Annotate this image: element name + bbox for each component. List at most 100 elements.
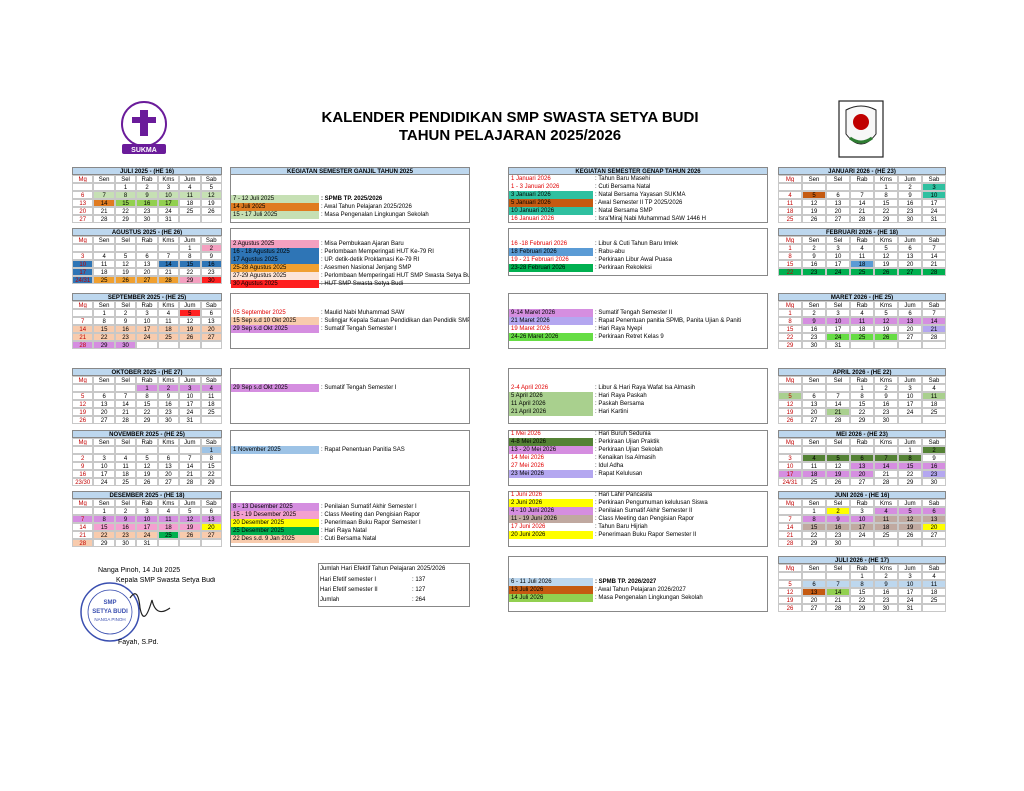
day-cell: 4 xyxy=(922,572,946,580)
weekday-label: Sab xyxy=(200,438,222,446)
empty-cell xyxy=(778,446,802,454)
weekday-label: Rab xyxy=(850,175,874,183)
day-cell: 8 xyxy=(200,454,222,462)
event-desc: : Masa Pengenalan Lingkungan Sekolah xyxy=(321,212,429,218)
weekday-label: Kms xyxy=(874,564,898,572)
event-block xyxy=(508,368,768,424)
day-cell: 30 xyxy=(802,341,826,349)
day-cell: 20 xyxy=(136,268,158,276)
event-date: 2 Juni 2026 xyxy=(509,499,593,507)
day-cell: 20 xyxy=(157,470,180,478)
weekday-label: Rab xyxy=(850,236,874,244)
empty-cell xyxy=(72,244,94,252)
event-date: 2 Agustus 2025 xyxy=(231,240,319,248)
day-cell: 3 xyxy=(136,507,158,515)
day-cell: 7 xyxy=(72,515,94,523)
weekday-label: Kms xyxy=(157,376,180,384)
day-cell: 1 xyxy=(93,309,115,317)
signature-position: Kepala SMP Swasta Setya Budi xyxy=(116,577,216,584)
day-cell: 27 xyxy=(898,333,922,341)
day-cell: 24/31 xyxy=(778,478,802,486)
day-cell: 3 xyxy=(922,183,946,191)
day-cell: 3 xyxy=(93,454,115,462)
event-desc: : Libur & Cuti Tahun Baru Imlek xyxy=(595,241,678,247)
weekday-label: Jum xyxy=(179,499,201,507)
day-cell: 23 xyxy=(136,207,158,215)
weekday-label: Sen xyxy=(802,175,826,183)
day-cell: 2 xyxy=(200,244,222,252)
empty-cell xyxy=(898,341,922,349)
day-cell: 19 xyxy=(778,408,802,416)
day-cell: 21 xyxy=(93,207,115,215)
day-cell: 26 xyxy=(72,416,94,424)
day-cell: 2 xyxy=(802,309,826,317)
day-cell: 24 xyxy=(136,333,158,341)
day-cell: 20 xyxy=(72,207,94,215)
event-date: 18 Februari 2026 xyxy=(509,248,593,256)
day-cell: 1 xyxy=(898,446,922,454)
day-cell: 18 xyxy=(179,199,201,207)
day-cell: 5 xyxy=(200,183,222,191)
weekday-label: Kms xyxy=(874,438,898,446)
event-date: 1 Januari 2026 xyxy=(511,176,551,182)
weekday-label: Jum xyxy=(179,438,201,446)
day-cell: 9 xyxy=(114,317,137,325)
weekday-label: Mg xyxy=(72,376,94,384)
day-cell: 7 xyxy=(179,454,201,462)
day-cell: 25 xyxy=(157,531,180,539)
month-title: JULI 2025 - (HE 16) xyxy=(72,167,222,175)
event-desc: : Sumatif Tengah Semester II xyxy=(595,310,673,316)
day-cell: 13 xyxy=(136,260,158,268)
day-cell: 1 xyxy=(850,384,874,392)
day-cell: 1 xyxy=(874,183,898,191)
event-desc: : Masa Pengenalan Lingkungan Sekolah xyxy=(595,595,703,601)
day-cell: 3 xyxy=(136,309,158,317)
day-cell: 9 xyxy=(898,191,922,199)
empty-cell xyxy=(93,384,115,392)
weekday-label: Sel xyxy=(826,564,850,572)
day-cell: 12 xyxy=(898,515,922,523)
day-cell: 15 xyxy=(93,325,115,333)
day-cell: 9 xyxy=(136,191,158,199)
event-date: 27-29 Agustus 2025 xyxy=(231,272,319,280)
day-cell: 28 xyxy=(874,478,898,486)
event-desc: : Paskah Bersama xyxy=(595,401,645,407)
day-cell: 31 xyxy=(898,604,922,612)
day-cell: 17 xyxy=(826,325,850,333)
weekday-label: Jum xyxy=(898,301,922,309)
day-cell: 23 xyxy=(802,333,826,341)
empty-cell xyxy=(200,539,222,547)
event-date: 10 Januari 2026 xyxy=(509,207,593,215)
weekday-label: Rab xyxy=(850,376,874,384)
day-cell: 2 xyxy=(114,309,137,317)
empty-cell xyxy=(72,309,94,317)
day-cell: 10 xyxy=(850,515,874,523)
weekday-label: Sel xyxy=(114,499,137,507)
weekday-label: Sen xyxy=(93,438,115,446)
day-cell: 9 xyxy=(114,515,137,523)
logo-right xyxy=(838,100,884,158)
weekday-label: Jum xyxy=(898,499,922,507)
event-desc: : Perkiraan Ujian Sekolah xyxy=(595,447,663,453)
day-cell: 27 xyxy=(826,215,850,223)
event-date: 20 Juni 2026 xyxy=(509,531,593,539)
day-cell: 17 xyxy=(898,400,922,408)
day-cell: 13 xyxy=(802,588,826,596)
event-date: 15 - 17 Juli 2025 xyxy=(231,211,319,219)
day-cell: 4 xyxy=(157,309,180,317)
weekday-label: Sab xyxy=(922,438,946,446)
day-cell: 19 xyxy=(826,470,850,478)
event-date: 15 - 19 Desember 2025 xyxy=(231,511,319,519)
day-cell: 30 xyxy=(874,604,898,612)
empty-cell xyxy=(114,244,137,252)
title-line2: TAHUN PELAJARAN 2025/2026 xyxy=(398,127,622,144)
day-cell: 28 xyxy=(850,215,874,223)
title-line1: KALENDER PENDIDIKAN SMP SWASTA SETYA BUD… xyxy=(321,109,699,126)
day-cell: 9 xyxy=(72,462,94,470)
day-cell: 8 xyxy=(114,191,137,199)
event-date: 21 April 2026 xyxy=(509,408,593,416)
day-cell: 6 xyxy=(826,191,850,199)
day-cell: 2 xyxy=(157,384,180,392)
day-cell: 11 xyxy=(850,317,874,325)
event-desc: : Penilaian Sumatif Akhir Semester I xyxy=(321,504,417,510)
